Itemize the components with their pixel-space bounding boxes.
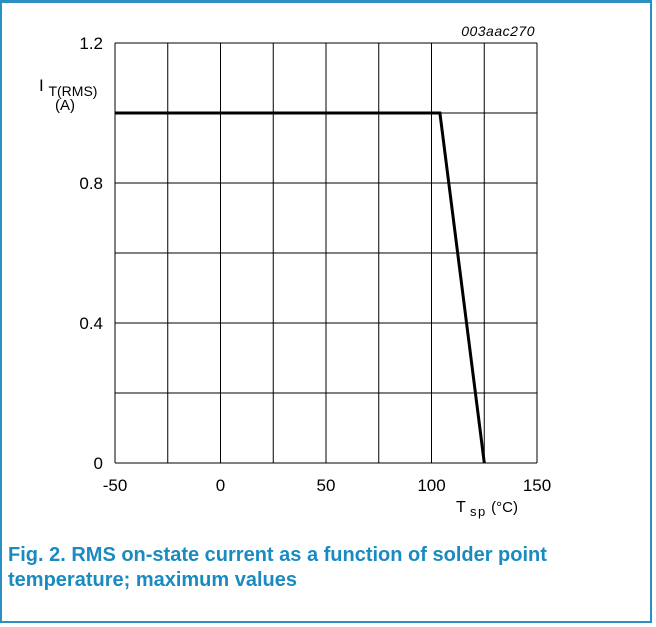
y-axis-subscript: T(RMS) [48,83,97,99]
y-tick-label: 0 [94,454,103,473]
y-axis-unit: (A) [55,97,75,114]
y-tick-label: 1.2 [79,34,103,53]
figure-id-label: 003aac270 [461,23,535,39]
y-tick-label: 0.8 [79,174,103,193]
curve-layer [115,111,486,464]
x-axis-symbol: T [456,499,466,516]
x-axis-subscript: sp [470,504,487,519]
x-axis-unit: (°C) [491,499,518,516]
x-tick-label: 150 [523,476,551,495]
figure-caption: Fig. 2. RMS on-state current as a functi… [8,544,547,591]
grid-layer [114,42,538,464]
x-tick-label: -50 [103,476,128,495]
x-axis-label: T sp (°C) [456,499,518,520]
y-tick-label: 0.4 [79,314,103,333]
x-tick-label: 50 [317,476,336,495]
x-tick-label: 100 [417,476,445,495]
x-tick-label: 0 [216,476,225,495]
y-axis-symbol: I [39,76,44,95]
y-axis-label: I T(RMS) [39,76,97,99]
series-line [115,111,486,464]
